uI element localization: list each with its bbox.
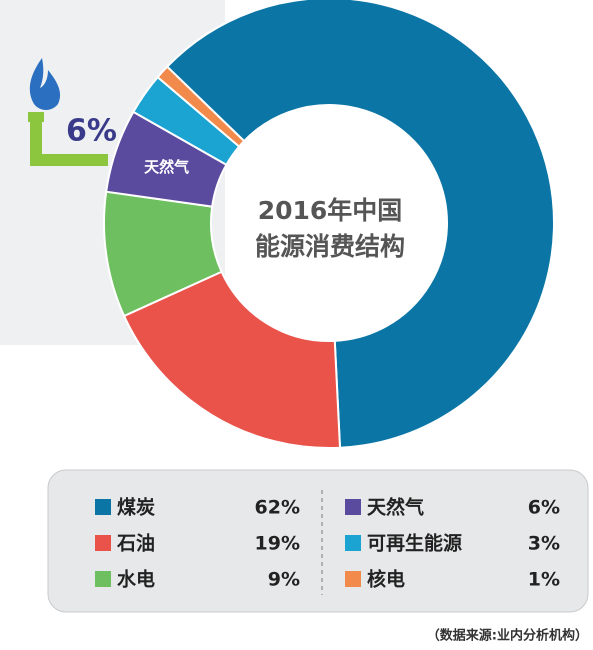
donut-segment [165,0,555,449]
legend-swatch [345,535,361,551]
chart-title: 2016年中国 [258,196,403,225]
pipe-cap [28,112,44,122]
legend-label: 核电 [367,568,405,591]
legend-label: 石油 [116,533,155,555]
gas-callout: 6% [66,114,117,149]
pipe-icon [30,120,108,166]
legend-value: 9% [268,569,300,591]
legend-label: 煤炭 [117,497,155,519]
legend-label: 水电 [117,568,155,591]
segment-label: 天然气 [144,158,189,176]
legend-swatch [345,571,361,587]
legend-swatch [95,499,111,515]
legend-swatch [95,535,111,551]
flame-icon [29,58,61,110]
legend-value: 1% [528,569,560,591]
legend-swatch [95,571,111,587]
legend-value: 62% [255,497,300,519]
legend-value: 6% [528,497,560,519]
chart-title: 能源消费结构 [255,232,405,261]
legend-value: 3% [528,533,560,555]
legend-value: 19% [255,533,300,555]
donut-segment [156,65,246,148]
legend-swatch [345,499,361,515]
legend-label: 可再生能源 [367,532,462,555]
legend-box [47,469,589,613]
source: （数据来源:业内分析机构） [427,628,588,644]
donut-segment [122,270,342,449]
legend-label: 天然气 [367,496,424,519]
